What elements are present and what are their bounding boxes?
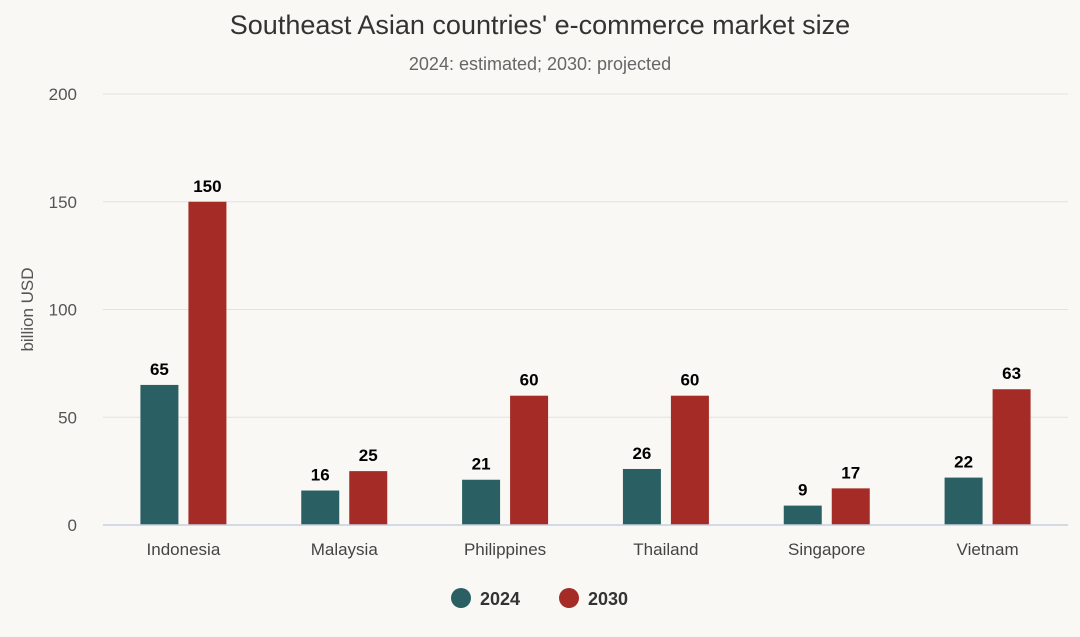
data-label: 16 <box>311 466 330 485</box>
data-labels: 65 150 16 25 21 60 26 60 9 17 22 63 <box>150 177 1021 500</box>
data-label: 60 <box>520 371 539 390</box>
bar-2030-malaysia[interactable] <box>349 471 388 525</box>
gridlines <box>103 93 1068 418</box>
x-category-label: Vietnam <box>957 540 1019 559</box>
bar-2024-thailand[interactable] <box>622 468 661 525</box>
legend-marker <box>451 588 471 608</box>
bar-2030-thailand[interactable] <box>670 395 709 525</box>
legend[interactable]: 2024 2030 <box>451 588 628 609</box>
data-label: 25 <box>359 446 378 465</box>
x-category-label: Malaysia <box>311 540 379 559</box>
data-label: 21 <box>472 455 491 474</box>
bar-2024-vietnam[interactable] <box>944 477 983 525</box>
bars <box>140 201 1031 525</box>
legend-item-2024[interactable]: 2024 <box>451 588 520 609</box>
y-tick-label: 150 <box>49 193 77 212</box>
y-axis-title: billion USD <box>18 267 37 351</box>
bar-2024-philippines[interactable] <box>462 479 501 525</box>
bar-2024-indonesia[interactable] <box>140 384 179 525</box>
x-category-label: Indonesia <box>147 540 221 559</box>
data-label: 22 <box>954 453 973 472</box>
data-label: 65 <box>150 360 169 379</box>
bar-2030-singapore[interactable] <box>831 488 870 525</box>
y-axis-ticks: 0 50 100 150 200 <box>49 85 77 535</box>
data-label: 26 <box>632 444 651 463</box>
data-label: 9 <box>798 481 807 500</box>
bar-2030-vietnam[interactable] <box>992 389 1031 525</box>
bar-2030-philippines[interactable] <box>510 395 549 525</box>
bar-2030-indonesia[interactable] <box>188 201 227 525</box>
data-label: 150 <box>193 177 221 196</box>
x-category-label: Philippines <box>464 540 546 559</box>
legend-label: 2024 <box>480 589 520 609</box>
y-tick-label: 50 <box>58 408 77 427</box>
legend-marker <box>559 588 579 608</box>
data-label: 60 <box>680 371 699 390</box>
y-tick-label: 200 <box>49 85 77 104</box>
chart-subtitle: 2024: estimated; 2030: projected <box>408 54 672 74</box>
legend-label: 2030 <box>588 589 628 609</box>
legend-item-2030[interactable]: 2030 <box>559 588 628 609</box>
x-category-label: Singapore <box>788 540 866 559</box>
data-label: 17 <box>841 463 860 482</box>
y-tick-label: 0 <box>68 516 77 535</box>
bar-2024-malaysia[interactable] <box>301 490 340 525</box>
y-tick-label: 100 <box>49 301 77 320</box>
data-label: 63 <box>1002 364 1021 383</box>
x-axis-categories: Indonesia Malaysia Philippines Thailand Sing… <box>147 540 1019 559</box>
x-category-label: Thailand <box>633 540 698 559</box>
bar-2024-singapore[interactable] <box>783 505 822 525</box>
chart-title: Southeast Asian countries' e-commerce ma… <box>229 10 851 40</box>
